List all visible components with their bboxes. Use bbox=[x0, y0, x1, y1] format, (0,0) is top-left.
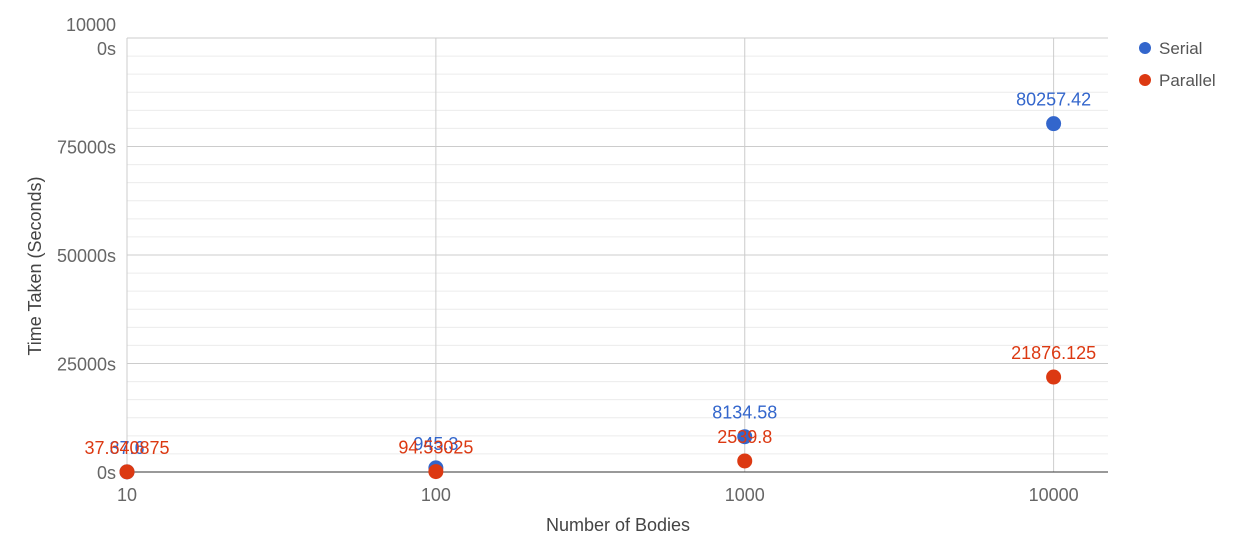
y-tick-label: 75000s bbox=[57, 138, 116, 158]
data-label-serial: 80257.42 bbox=[1016, 90, 1091, 110]
data-label-serial: 37.6 bbox=[109, 438, 144, 458]
legend-label-parallel: Parallel bbox=[1159, 71, 1216, 90]
x-tick-label: 10000 bbox=[1029, 485, 1079, 505]
x-tick-label: 100 bbox=[421, 485, 451, 505]
data-point-parallel bbox=[737, 453, 753, 469]
data-labels: 37.6 945.3 8134.58 80257.42 37.640875 94.5302… bbox=[84, 90, 1096, 458]
data-label-parallel: 2539.8 bbox=[717, 427, 772, 447]
data-label-parallel: 21876.125 bbox=[1011, 343, 1096, 363]
data-label-parallel: 37.640875 bbox=[84, 438, 169, 458]
data-label-parallel: 94.53025 bbox=[398, 438, 473, 458]
legend-marker-serial bbox=[1139, 42, 1151, 54]
x-axis-title: Number of Bodies bbox=[546, 515, 690, 535]
gridlines bbox=[127, 37, 1108, 472]
data-point-parallel bbox=[1046, 369, 1062, 385]
data-point-parallel bbox=[119, 464, 135, 480]
legend: Serial Parallel bbox=[1139, 39, 1216, 90]
data-points bbox=[119, 116, 1062, 480]
data-point-serial bbox=[1046, 116, 1062, 132]
y-tick-label: 25000s bbox=[57, 355, 116, 375]
y-tick-label: 0s bbox=[97, 463, 116, 483]
x-tick-label: 10 bbox=[117, 485, 137, 505]
legend-marker-parallel bbox=[1139, 74, 1151, 86]
y-tick-label: 50000s bbox=[57, 246, 116, 266]
data-label-serial: 8134.58 bbox=[712, 403, 777, 423]
y-tick-label: 10000 bbox=[66, 15, 116, 35]
legend-label-serial: Serial bbox=[1159, 39, 1202, 58]
y-tick-label: 0s bbox=[97, 39, 116, 59]
data-point-parallel bbox=[428, 464, 444, 480]
x-tick-label: 1000 bbox=[725, 485, 765, 505]
y-axis-title: Time Taken (Seconds) bbox=[25, 176, 45, 355]
data-point-serial bbox=[737, 429, 753, 445]
data-label-serial: 945.3 bbox=[413, 434, 458, 454]
